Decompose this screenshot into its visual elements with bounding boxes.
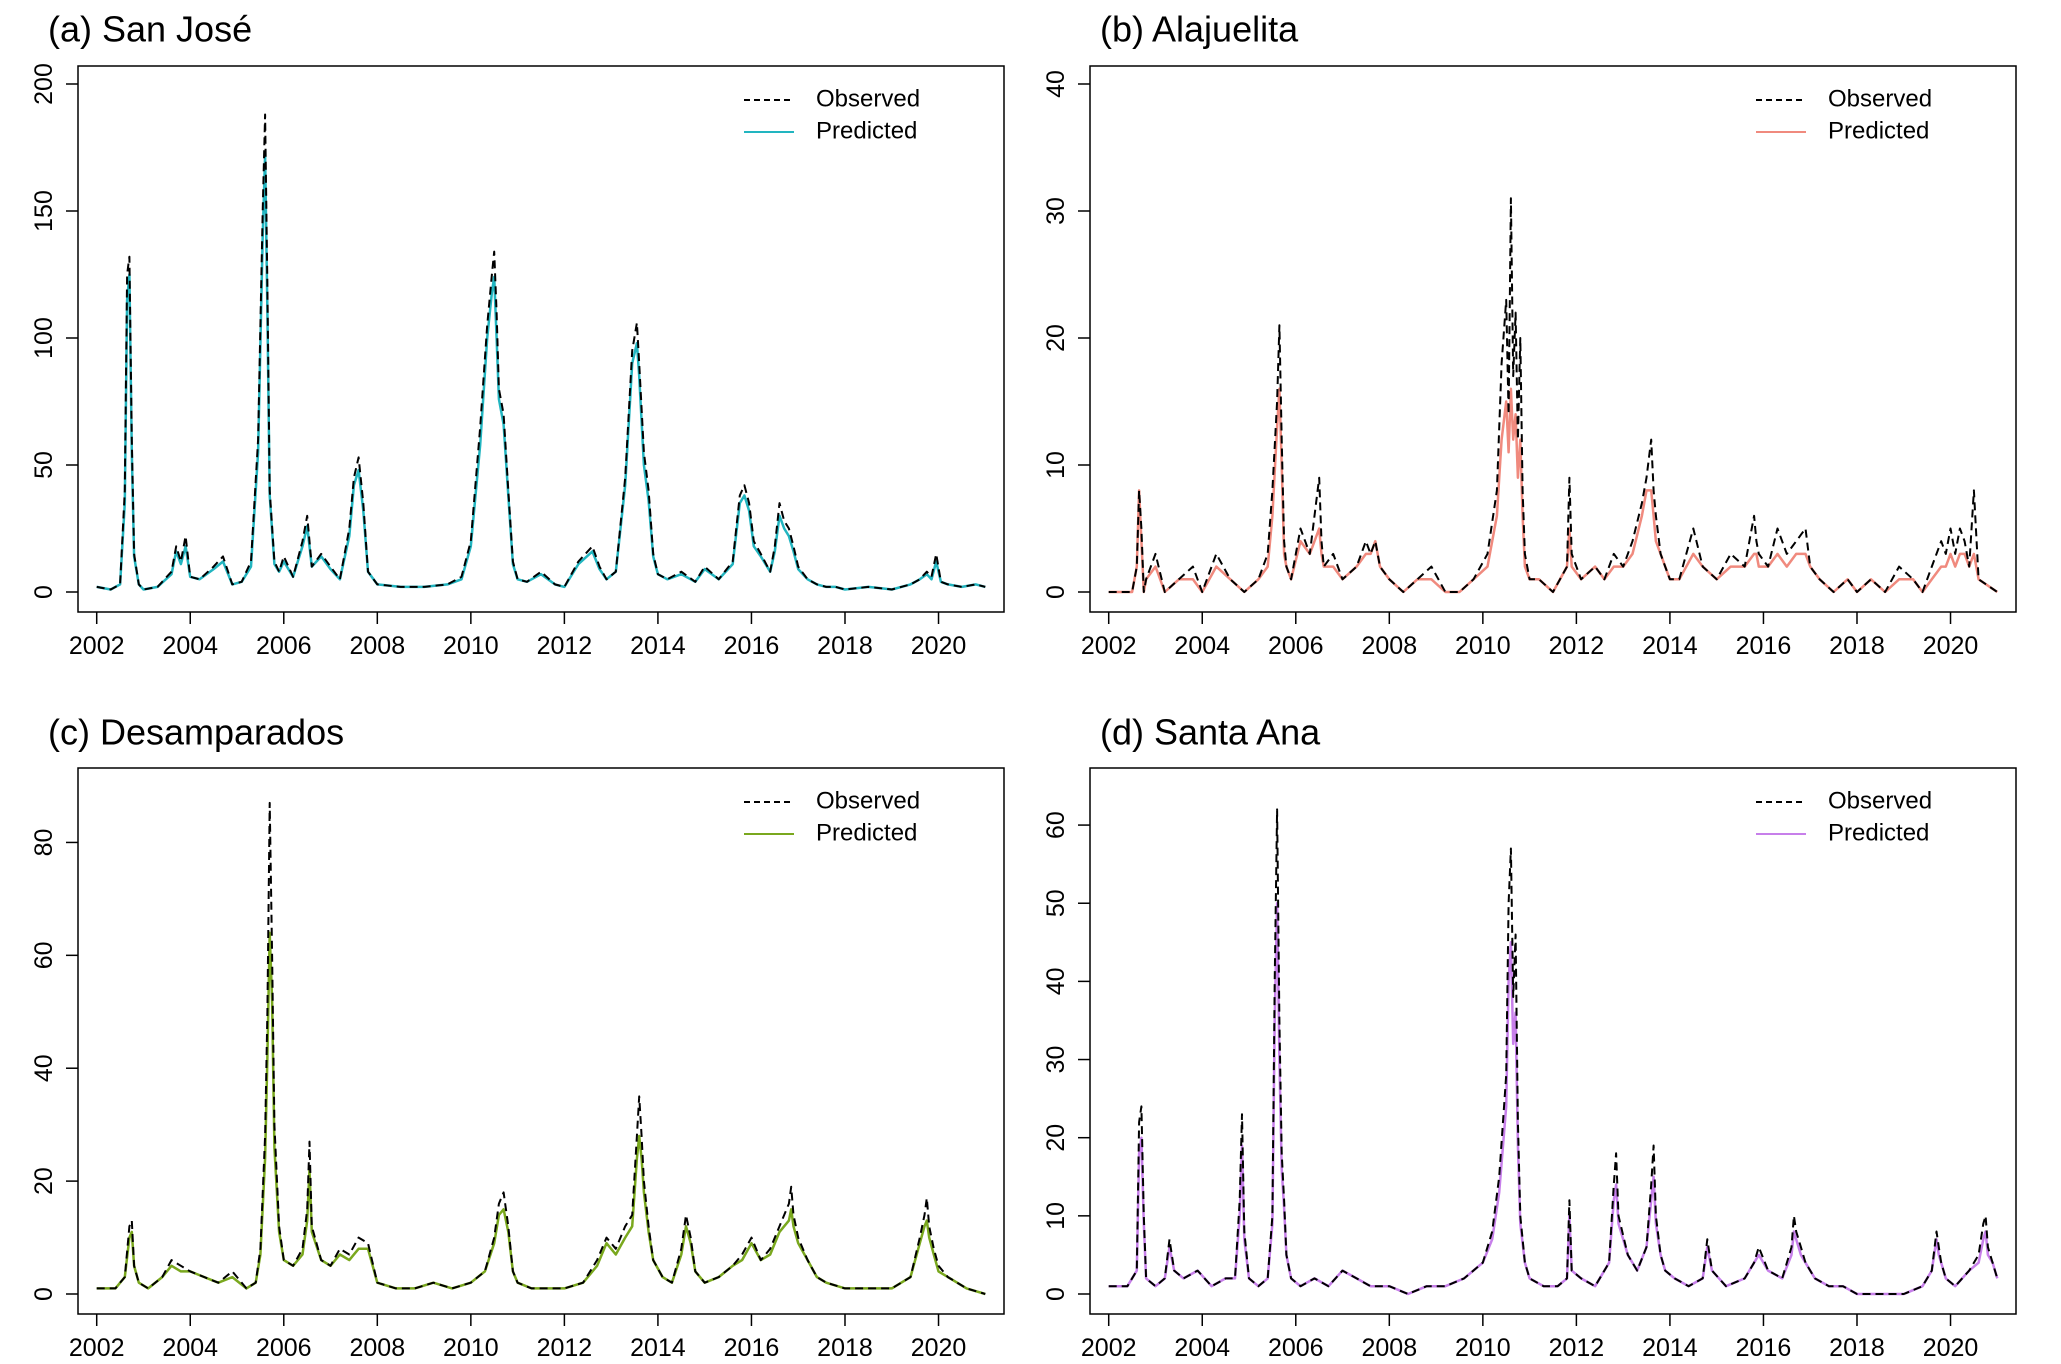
series-line-predicted bbox=[96, 931, 986, 1296]
x-tick-label: 2014 bbox=[630, 1334, 686, 1362]
panel-title: (d) Santa Ana bbox=[1100, 712, 1321, 753]
legend-label-predicted: Predicted bbox=[1828, 117, 1929, 144]
panel-title: (a) San José bbox=[48, 9, 252, 50]
y-tick-label: 40 bbox=[30, 1054, 58, 1082]
y-tick-label: 0 bbox=[1042, 585, 1070, 599]
panel-title: (c) Desamparados bbox=[48, 712, 344, 753]
plot-frame bbox=[1089, 65, 2017, 613]
x-tick-label: 2012 bbox=[1549, 1334, 1605, 1362]
y-tick-label: 60 bbox=[30, 941, 58, 969]
x-tick-label: 2002 bbox=[69, 1334, 125, 1362]
y-tick-label: 100 bbox=[30, 317, 58, 359]
x-tick-label: 2004 bbox=[162, 1334, 218, 1362]
series-line-predicted bbox=[96, 153, 986, 591]
x-tick-label: 2006 bbox=[1268, 632, 1324, 660]
y-tick-label: 80 bbox=[30, 829, 58, 857]
x-tick-label: 2004 bbox=[162, 632, 218, 660]
y-tick-label: 200 bbox=[30, 63, 58, 105]
x-tick-label: 2002 bbox=[1081, 632, 1137, 660]
y-tick-label: 0 bbox=[30, 1287, 58, 1301]
y-tick-label: 30 bbox=[1042, 197, 1070, 225]
x-tick-label: 2018 bbox=[1829, 1334, 1885, 1362]
x-tick-label: 2012 bbox=[537, 1334, 593, 1362]
series-line-observed bbox=[1108, 808, 1999, 1295]
series-line-predicted bbox=[1108, 387, 1999, 594]
x-tick-label: 2018 bbox=[817, 1334, 873, 1362]
x-tick-label: 2018 bbox=[1829, 632, 1885, 660]
x-tick-label: 2020 bbox=[911, 632, 967, 660]
x-tick-label: 2010 bbox=[1455, 1334, 1511, 1362]
legend-label-predicted: Predicted bbox=[816, 117, 917, 144]
x-tick-label: 2002 bbox=[1081, 1334, 1137, 1362]
x-tick-label: 2008 bbox=[350, 1334, 406, 1362]
legend-label-observed: Observed bbox=[816, 787, 920, 814]
x-tick-label: 2002 bbox=[69, 632, 125, 660]
plot-frame bbox=[77, 65, 1005, 613]
x-tick-label: 2008 bbox=[1362, 1334, 1418, 1362]
panel-title: (b) Alajuelita bbox=[1100, 9, 1299, 50]
x-tick-label: 2004 bbox=[1174, 632, 1230, 660]
x-tick-label: 2008 bbox=[350, 632, 406, 660]
x-tick-label: 2016 bbox=[724, 632, 780, 660]
plot-frame bbox=[77, 767, 1005, 1315]
x-tick-label: 2020 bbox=[1923, 1334, 1979, 1362]
x-tick-label: 2010 bbox=[1455, 632, 1511, 660]
x-tick-label: 2006 bbox=[256, 1334, 312, 1362]
x-tick-label: 2016 bbox=[1736, 1334, 1792, 1362]
legend-label-observed: Observed bbox=[816, 85, 920, 112]
x-tick-label: 2014 bbox=[1642, 632, 1698, 660]
y-tick-label: 10 bbox=[1042, 1202, 1070, 1230]
y-tick-label: 50 bbox=[30, 451, 58, 479]
x-tick-label: 2010 bbox=[443, 632, 499, 660]
y-tick-label: 60 bbox=[1042, 811, 1070, 839]
x-tick-label: 2016 bbox=[724, 1334, 780, 1362]
plot-frame bbox=[1089, 767, 2017, 1315]
x-tick-label: 2014 bbox=[630, 632, 686, 660]
legend-label-observed: Observed bbox=[1828, 787, 1932, 814]
panel-desamparados: (c) Desamparados 0 20 40 60 80 2002 2004 2006 200… bbox=[30, 712, 1005, 1362]
x-tick-label: 2016 bbox=[1736, 632, 1792, 660]
x-tick-label: 2012 bbox=[537, 632, 593, 660]
series-line-observed bbox=[1108, 197, 1998, 593]
x-tick-label: 2006 bbox=[256, 632, 312, 660]
y-tick-label: 40 bbox=[1042, 70, 1070, 98]
y-tick-label: 20 bbox=[1042, 324, 1070, 352]
x-tick-label: 2014 bbox=[1642, 1334, 1698, 1362]
x-tick-label: 2004 bbox=[1174, 1334, 1230, 1362]
panel-santa-ana: (d) Santa Ana 0 10 20 30 40 50 60 2002 2004 2006 20… bbox=[1042, 712, 2017, 1362]
y-tick-label: 0 bbox=[1042, 1287, 1070, 1301]
legend-label-predicted: Predicted bbox=[816, 819, 917, 846]
y-tick-label: 150 bbox=[30, 190, 58, 232]
y-tick-label: 20 bbox=[30, 1167, 58, 1195]
x-tick-label: 2008 bbox=[1362, 632, 1418, 660]
y-tick-label: 20 bbox=[1042, 1124, 1070, 1152]
legend-label-observed: Observed bbox=[1828, 85, 1932, 112]
y-tick-label: 30 bbox=[1042, 1046, 1070, 1074]
x-tick-label: 2020 bbox=[911, 1334, 967, 1362]
series-line-observed bbox=[96, 113, 986, 591]
x-tick-label: 2020 bbox=[1923, 632, 1979, 660]
x-tick-label: 2010 bbox=[443, 1334, 499, 1362]
x-tick-label: 2018 bbox=[817, 632, 873, 660]
legend-label-predicted: Predicted bbox=[1828, 819, 1929, 846]
x-tick-label: 2012 bbox=[1549, 632, 1605, 660]
series-line-observed bbox=[96, 801, 986, 1295]
panel-alajuelita: (b) Alajuelita 0 10 20 30 40 2002 2004 2006 2008 2… bbox=[1042, 9, 2017, 660]
y-tick-label: 50 bbox=[1042, 889, 1070, 917]
y-tick-label: 0 bbox=[30, 585, 58, 599]
y-tick-label: 40 bbox=[1042, 967, 1070, 995]
panel-san-jose: (a) San José 0 50 100 150 200 2002 2004 2006 2008… bbox=[30, 9, 1005, 660]
x-tick-label: 2006 bbox=[1268, 1334, 1324, 1362]
series-line-predicted bbox=[1108, 901, 1999, 1296]
y-tick-label: 10 bbox=[1042, 451, 1070, 479]
